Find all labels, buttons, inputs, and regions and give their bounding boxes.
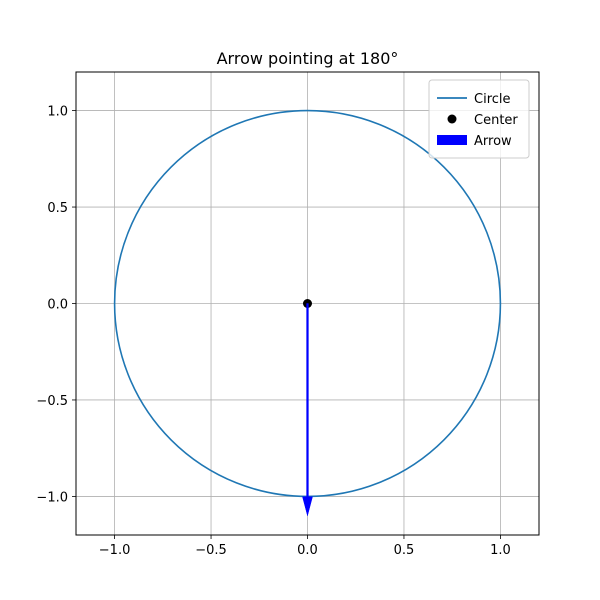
y-tick-label: 1.0 (47, 105, 68, 120)
x-tick-label: −0.5 (195, 543, 227, 558)
legend-swatch-dot (448, 115, 457, 124)
legend: Circle Center Arrow (429, 80, 529, 158)
x-tick-label: 0.0 (297, 543, 318, 558)
legend-label: Center (474, 113, 518, 128)
y-tick-label: −1.0 (36, 490, 68, 505)
x-tick-label: 0.5 (394, 543, 415, 558)
y-tick-label: 0.0 (47, 298, 68, 313)
x-tick-label: −1.0 (99, 543, 131, 558)
chart-title: Arrow pointing at 180° (217, 49, 399, 68)
y-tick-label: −0.5 (36, 394, 68, 409)
legend-label: Circle (474, 92, 511, 107)
legend-swatch-patch (437, 135, 467, 145)
x-tick-label: 1.0 (490, 543, 511, 558)
y-tick-label: 0.5 (47, 201, 68, 216)
legend-label: Arrow (474, 134, 512, 149)
